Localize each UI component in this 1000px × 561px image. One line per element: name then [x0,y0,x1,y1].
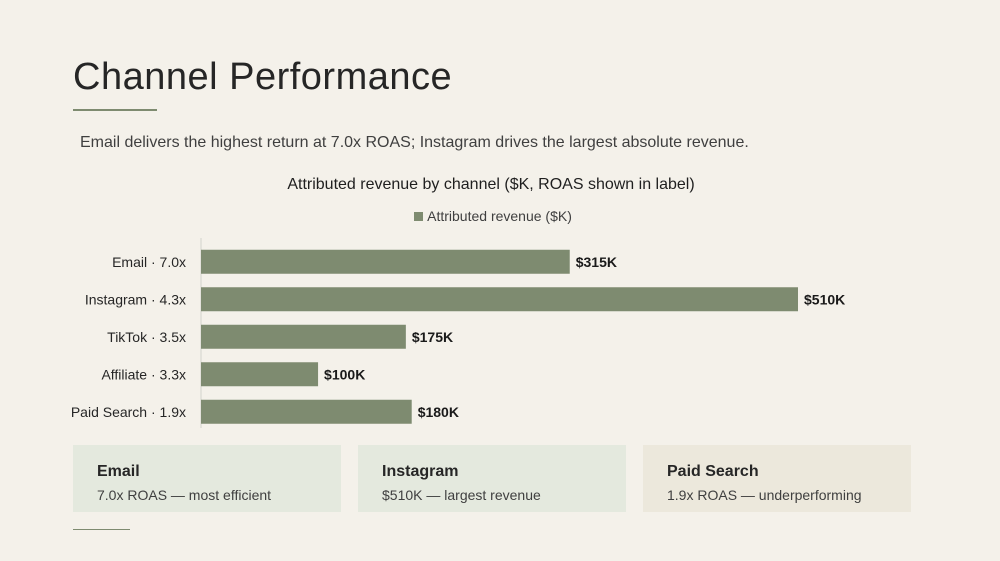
category-label: Instagram · 4.3x [85,291,186,307]
data-label: $180K [418,404,459,420]
bar-chart: Email · 7.0x $315K Instagram · 4.3x $510K Ti… [71,238,845,428]
bar [201,324,406,349]
chart-title: Attributed revenue by channel ($K, ROAS … [287,176,695,193]
bar [201,287,798,312]
card-title: Paid Search [667,463,759,480]
card-title: Email [97,463,140,480]
slide-subtitle: Email delivers the highest return at 7.0… [80,134,749,151]
footer-rule [73,529,130,530]
bar [201,399,412,424]
chart-legend: Attributed revenue ($K) [0,208,986,224]
data-label: $315K [576,254,617,270]
card-text: $510K — largest revenue [382,487,541,503]
bar [201,249,570,274]
card-email: Email 7.0x ROAS — most efficient [73,445,341,512]
category-label: TikTok · 3.5x [107,329,186,345]
legend-swatch [414,212,424,221]
card-title: Instagram [382,463,459,480]
category-label: Paid Search · 1.9x [71,404,186,420]
card-instagram: Instagram $510K — largest revenue [358,445,626,512]
card-text: 7.0x ROAS — most efficient [97,487,272,503]
card-paid-search: Paid Search 1.9x ROAS — underperforming [643,445,911,512]
slide-title: Channel Performance [73,56,453,98]
category-label: Email · 7.0x [112,254,186,270]
title-underline [73,109,157,111]
data-label: $100K [324,366,365,382]
legend-label: Attributed revenue ($K) [427,208,572,224]
card-text: 1.9x ROAS — underperforming [667,487,862,503]
data-label: $510K [804,291,845,307]
data-label: $175K [412,329,453,345]
category-label: Affiliate · 3.3x [101,366,186,382]
bar [201,362,319,387]
